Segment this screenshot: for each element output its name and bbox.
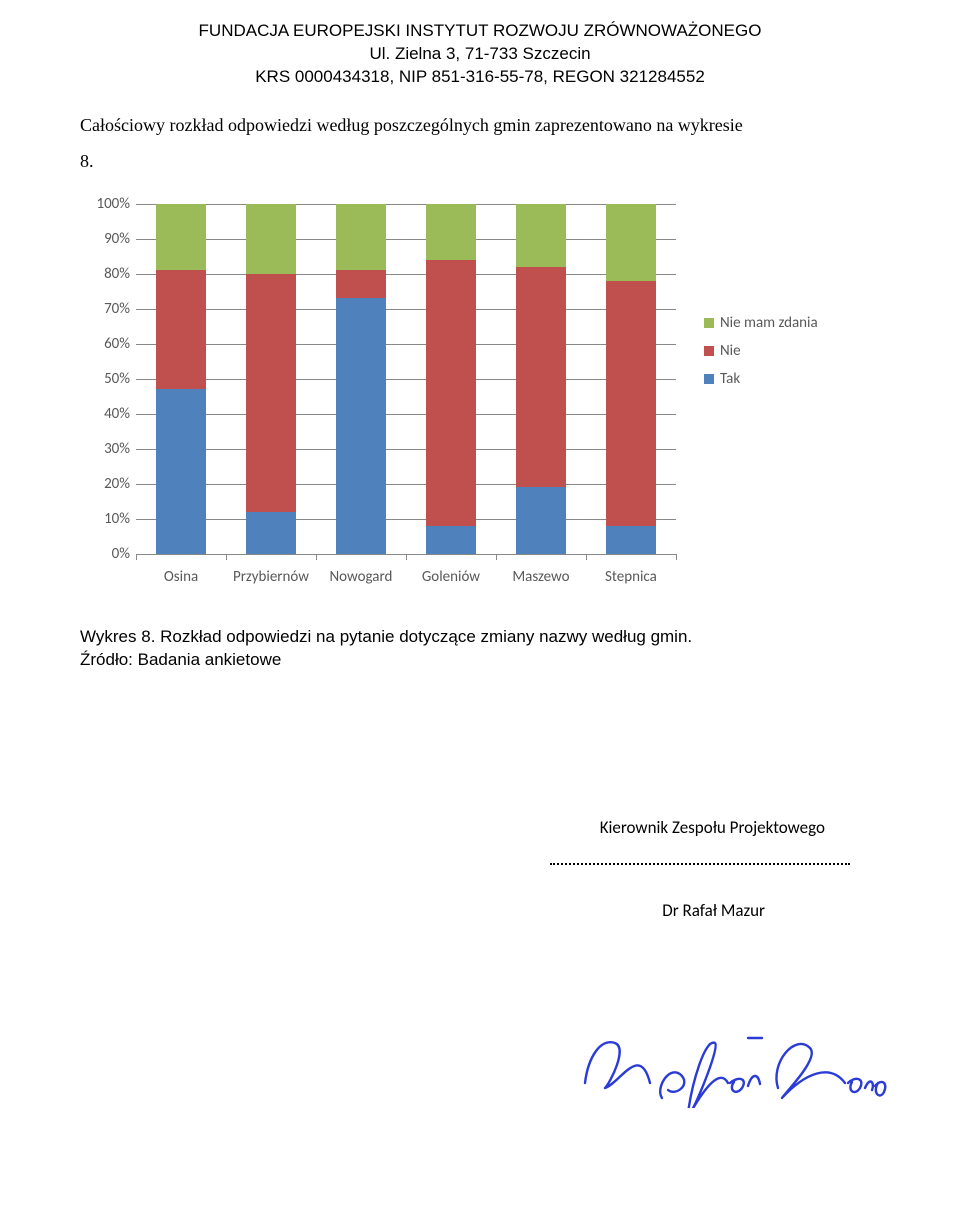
- intro-text: Całościowy rozkład odpowiedzi według pos…: [80, 107, 880, 179]
- x-axis-ticks: [136, 554, 676, 560]
- bar-segment-tak: [156, 389, 206, 554]
- page: FUNDACJA EUROPEJSKI INSTYTUT ROZWOJU ZRÓ…: [0, 0, 960, 1208]
- bar-segment-nie: [156, 270, 206, 389]
- bar: [516, 204, 566, 554]
- bar-segment-niemamzdania: [156, 204, 206, 271]
- bar-segment-nie: [336, 270, 386, 298]
- chart-bars: [136, 204, 676, 554]
- bar-segment-niemamzdania: [606, 204, 656, 281]
- bar: [606, 204, 656, 554]
- x-tick-label: Goleniów: [406, 560, 496, 586]
- y-tick-label: 60%: [80, 335, 130, 353]
- y-axis-labels: 0%10%20%30%40%50%60%70%80%90%100%: [80, 204, 130, 554]
- bar-segment-nie: [426, 260, 476, 526]
- bar: [156, 204, 206, 554]
- header-ids: KRS 0000434318, NIP 851-316-55-78, REGON…: [80, 66, 880, 89]
- bar-segment-tak: [606, 526, 656, 554]
- legend-item: Tak: [704, 370, 818, 388]
- x-tick-label: Nowogard: [316, 560, 406, 586]
- intro-line-2: 8.: [80, 143, 880, 179]
- bar-slot: [316, 204, 406, 554]
- bar: [336, 204, 386, 554]
- intro-line-1: Całościowy rozkład odpowiedzi według pos…: [80, 107, 880, 143]
- legend-item: Nie: [704, 342, 818, 360]
- x-tick: [676, 554, 677, 560]
- legend-swatch: [704, 346, 714, 356]
- chart-area: 0%10%20%30%40%50%60%70%80%90%100% OsinaP…: [136, 204, 676, 586]
- x-tick: [316, 554, 317, 560]
- bar-segment-niemamzdania: [246, 204, 296, 274]
- chart-block: 0%10%20%30%40%50%60%70%80%90%100% OsinaP…: [80, 204, 880, 586]
- x-tick-label: Maszewo: [496, 560, 586, 586]
- x-tick: [496, 554, 497, 560]
- bar-slot: [136, 204, 226, 554]
- bar-segment-niemamzdania: [516, 204, 566, 267]
- y-tick-label: 20%: [80, 475, 130, 493]
- chart-caption: Wykres 8. Rozkład odpowiedzi na pytanie …: [80, 626, 880, 672]
- bar-segment-nie: [606, 281, 656, 526]
- bar-segment-tak: [516, 487, 566, 554]
- y-tick-label: 0%: [80, 545, 130, 563]
- y-tick-label: 50%: [80, 370, 130, 388]
- bar-segment-niemamzdania: [336, 204, 386, 271]
- bar-segment-niemamzdania: [426, 204, 476, 260]
- header-address: Ul. Zielna 3, 71-733 Szczecin: [80, 43, 880, 66]
- legend-label: Nie mam zdania: [720, 314, 818, 332]
- chart-plot: 0%10%20%30%40%50%60%70%80%90%100%: [136, 204, 676, 554]
- bar-segment-tak: [336, 298, 386, 554]
- bar-segment-tak: [426, 526, 476, 554]
- footer-author: Dr Rafał Mazur: [80, 900, 880, 921]
- signature-line: [80, 852, 880, 870]
- x-tick-label: Osina: [136, 560, 226, 586]
- y-tick-label: 90%: [80, 230, 130, 248]
- legend-item: Nie mam zdania: [704, 314, 818, 332]
- legend-swatch: [704, 318, 714, 328]
- bar-slot: [586, 204, 676, 554]
- x-tick-label: Stepnica: [586, 560, 676, 586]
- bar-segment-tak: [246, 512, 296, 554]
- bar-slot: [226, 204, 316, 554]
- y-tick-label: 70%: [80, 300, 130, 318]
- legend-label: Nie: [720, 342, 741, 360]
- bar: [246, 204, 296, 554]
- header-org-name: FUNDACJA EUROPEJSKI INSTYTUT ROZWOJU ZRÓ…: [80, 20, 880, 43]
- bar-slot: [496, 204, 586, 554]
- signature-image: [570, 1028, 890, 1108]
- legend-label: Tak: [720, 370, 740, 388]
- bar-slot: [406, 204, 496, 554]
- x-tick: [136, 554, 137, 560]
- x-tick: [226, 554, 227, 560]
- y-tick-label: 100%: [80, 195, 130, 213]
- page-header: FUNDACJA EUROPEJSKI INSTYTUT ROZWOJU ZRÓ…: [80, 20, 880, 89]
- signature-dotted-line: [550, 863, 850, 865]
- x-axis-labels: OsinaPrzybiernówNowogardGoleniówMaszewoS…: [136, 560, 676, 586]
- x-tick: [406, 554, 407, 560]
- footer-role: Kierownik Zespołu Projektowego: [80, 817, 880, 838]
- y-tick-label: 40%: [80, 405, 130, 423]
- bar-segment-nie: [516, 267, 566, 488]
- y-tick-label: 30%: [80, 440, 130, 458]
- bar: [426, 204, 476, 554]
- caption-line-1: Wykres 8. Rozkład odpowiedzi na pytanie …: [80, 626, 880, 649]
- x-tick: [586, 554, 587, 560]
- x-tick-label: Przybiernów: [226, 560, 316, 586]
- y-tick-label: 10%: [80, 510, 130, 528]
- y-tick-label: 80%: [80, 265, 130, 283]
- legend-swatch: [704, 374, 714, 384]
- caption-line-2: Źródło: Badania ankietowe: [80, 649, 880, 672]
- bar-segment-nie: [246, 274, 296, 512]
- chart-legend: Nie mam zdania Nie Tak: [704, 314, 818, 398]
